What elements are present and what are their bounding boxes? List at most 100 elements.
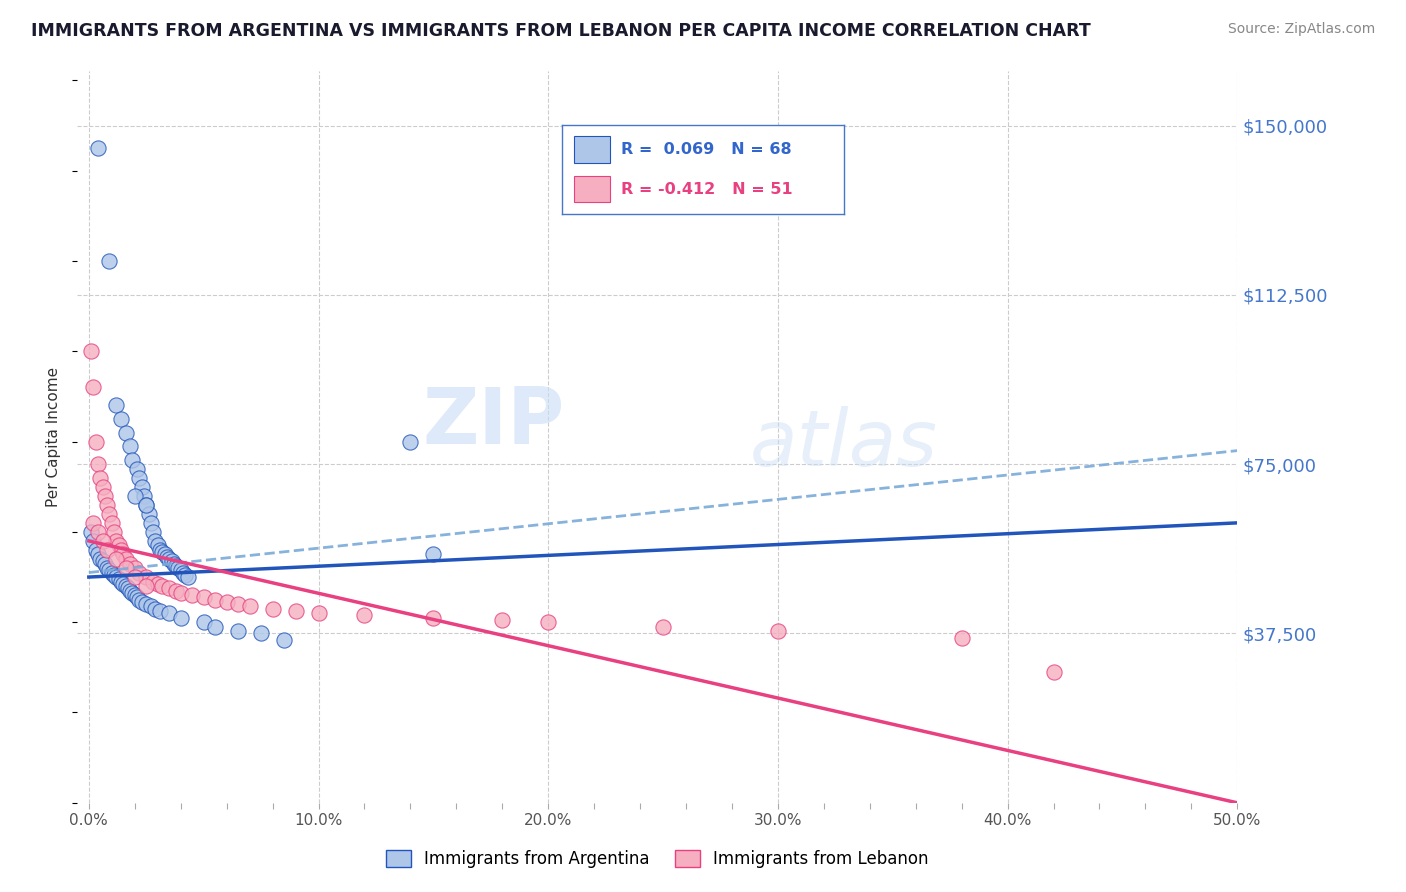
Point — [284, 604, 307, 618]
Text: Source: ZipAtlas.com: Source: ZipAtlas.com — [1227, 22, 1375, 37]
Point — [193, 591, 215, 605]
Text: atlas: atlas — [751, 407, 938, 483]
Point — [146, 577, 169, 591]
Point — [135, 498, 157, 512]
Point — [262, 601, 284, 615]
Point — [87, 524, 110, 539]
Point — [117, 582, 139, 596]
Point — [170, 586, 193, 600]
Point — [84, 434, 107, 449]
Point — [176, 570, 198, 584]
Point — [114, 579, 136, 593]
Point — [110, 412, 132, 426]
Point — [226, 597, 249, 611]
Point — [131, 595, 153, 609]
Point — [139, 599, 162, 614]
Y-axis label: Per Capita Income: Per Capita Income — [46, 367, 62, 508]
Point — [124, 588, 146, 602]
Point — [215, 595, 238, 609]
Legend: Immigrants from Argentina, Immigrants from Lebanon: Immigrants from Argentina, Immigrants fr… — [380, 844, 935, 875]
Point — [250, 626, 273, 640]
Point — [98, 563, 121, 577]
Text: ZIP: ZIP — [422, 384, 565, 460]
Point — [124, 570, 146, 584]
Point — [120, 557, 142, 571]
Point — [89, 552, 111, 566]
Point — [105, 533, 128, 548]
Point — [1042, 665, 1064, 679]
FancyBboxPatch shape — [574, 176, 610, 202]
Point — [135, 498, 157, 512]
Point — [156, 549, 179, 564]
Point — [91, 480, 114, 494]
Point — [150, 545, 173, 559]
Point — [422, 610, 444, 624]
Point — [91, 554, 114, 568]
Point — [652, 620, 675, 634]
Point — [82, 533, 104, 548]
Point — [174, 567, 197, 582]
Point — [96, 543, 118, 558]
Point — [124, 561, 146, 575]
Point — [145, 533, 167, 548]
Point — [124, 489, 146, 503]
Point — [121, 452, 143, 467]
Point — [167, 561, 190, 575]
Point — [101, 566, 124, 580]
Text: R = -0.412   N = 51: R = -0.412 N = 51 — [621, 182, 793, 196]
Point — [103, 524, 125, 539]
Point — [163, 557, 186, 571]
Point — [105, 399, 128, 413]
Point — [165, 583, 187, 598]
FancyBboxPatch shape — [574, 136, 610, 163]
Point — [91, 533, 114, 548]
Point — [537, 615, 560, 630]
Point — [142, 524, 165, 539]
Point — [82, 380, 104, 394]
Point — [87, 457, 110, 471]
Text: R =  0.069   N = 68: R = 0.069 N = 68 — [621, 143, 792, 157]
Point — [98, 507, 121, 521]
Point — [135, 570, 157, 584]
Point — [273, 633, 295, 648]
Point — [105, 552, 128, 566]
Point — [84, 543, 107, 558]
Point — [112, 548, 135, 562]
Point — [120, 439, 142, 453]
Point — [131, 480, 153, 494]
Point — [80, 524, 103, 539]
Point — [94, 489, 117, 503]
Text: IMMIGRANTS FROM ARGENTINA VS IMMIGRANTS FROM LEBANON PER CAPITA INCOME CORRELATI: IMMIGRANTS FROM ARGENTINA VS IMMIGRANTS … — [31, 22, 1091, 40]
Point — [107, 572, 129, 586]
Point — [105, 570, 128, 584]
Point — [135, 579, 157, 593]
Point — [138, 507, 160, 521]
Point — [308, 606, 330, 620]
Point — [87, 548, 110, 562]
Point — [132, 489, 155, 503]
Point — [128, 592, 150, 607]
Point — [114, 552, 136, 566]
Point — [950, 631, 973, 645]
Point — [96, 561, 118, 575]
Point — [353, 608, 375, 623]
Point — [128, 566, 150, 580]
Point — [145, 601, 167, 615]
Point — [170, 610, 193, 624]
Point — [139, 516, 162, 530]
Point — [146, 538, 169, 552]
Point — [94, 557, 117, 571]
Point — [157, 552, 180, 566]
Point — [96, 498, 118, 512]
Point — [422, 548, 444, 562]
Point — [226, 624, 249, 639]
Point — [204, 620, 226, 634]
Point — [121, 586, 143, 600]
Point — [157, 582, 180, 596]
Point — [150, 579, 173, 593]
Point — [110, 574, 132, 589]
Point — [157, 606, 180, 620]
Point — [135, 597, 157, 611]
Point — [766, 624, 789, 639]
Point — [172, 566, 194, 580]
